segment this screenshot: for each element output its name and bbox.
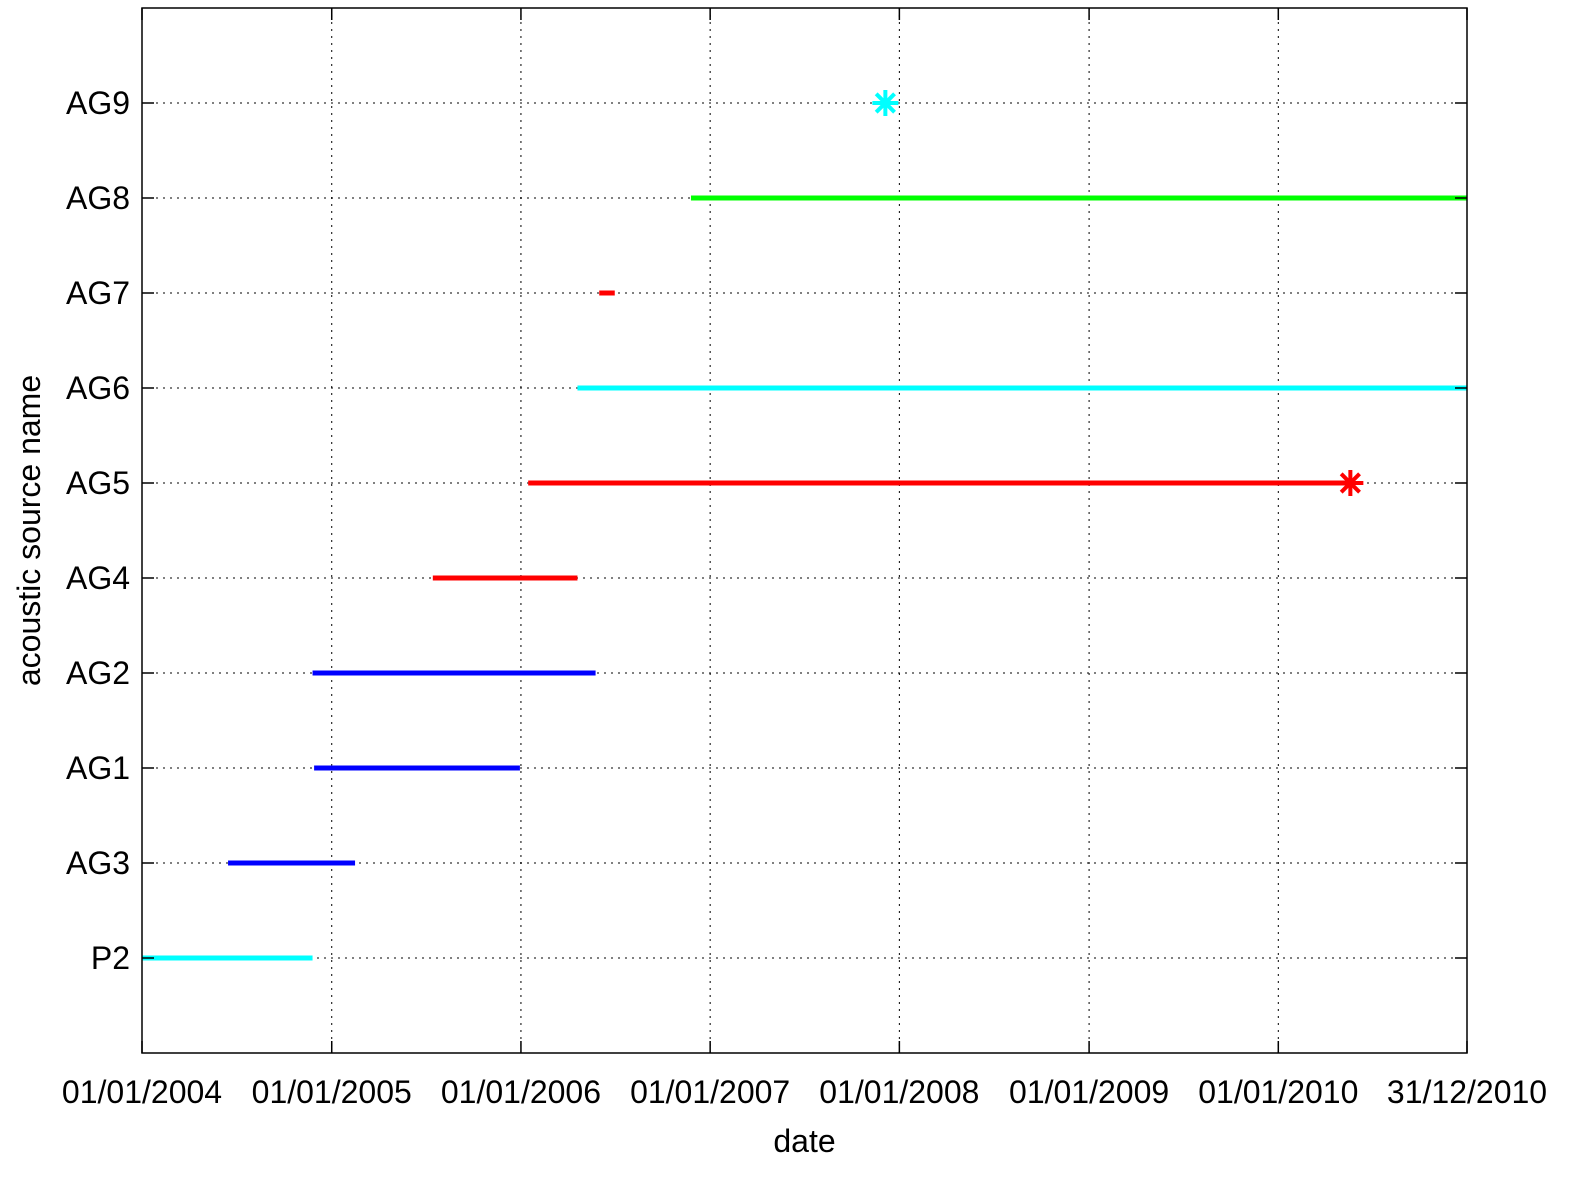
x-tick-label: 01/01/2004 [62, 1074, 222, 1110]
y-tick-label: AG9 [66, 85, 130, 121]
marker-ag5 [1337, 470, 1364, 496]
y-tick-label: AG1 [66, 750, 130, 786]
marker-ag9 [872, 90, 899, 116]
x-tick-labels: 01/01/2004 01/01/2005 01/01/2006 01/01/2007… [62, 1074, 1547, 1110]
y-tick-label: AG8 [66, 180, 130, 216]
x-tick-label: 01/01/2006 [441, 1074, 601, 1110]
asterisk-stroke [1339, 472, 1361, 494]
y-axis-title: acoustic source name [11, 375, 47, 686]
x-tick-label: 01/01/2009 [1009, 1074, 1169, 1110]
data-intervals [142, 195, 1467, 961]
y-tick-label: AG5 [66, 465, 130, 501]
y-tick-labels: P2 AG3 AG1 AG2 AG4 AG5 AG6 AG7 AG8 AG9 [66, 85, 130, 976]
y-tick-label: AG2 [66, 655, 130, 691]
data-markers [872, 90, 1364, 496]
plot-frame [141, 7, 1468, 1054]
y-tick-label: P2 [91, 940, 130, 976]
x-axis-title: date [773, 1123, 835, 1159]
asterisk-stroke [874, 92, 896, 114]
x-tick-label: 31/12/2010 [1387, 1074, 1547, 1110]
y-tick-label: AG7 [66, 275, 130, 311]
x-tick-label: 01/01/2005 [252, 1074, 412, 1110]
x-tick-label: 01/01/2010 [1198, 1074, 1358, 1110]
grid-lines [142, 8, 1467, 1053]
axis-ticks [141, 8, 1468, 1053]
x-tick-label: 01/01/2008 [819, 1074, 979, 1110]
y-tick-label: AG6 [66, 370, 130, 406]
y-tick-label: AG3 [66, 845, 130, 881]
y-tick-label: AG4 [66, 560, 130, 596]
x-tick-label: 01/01/2007 [630, 1074, 790, 1110]
